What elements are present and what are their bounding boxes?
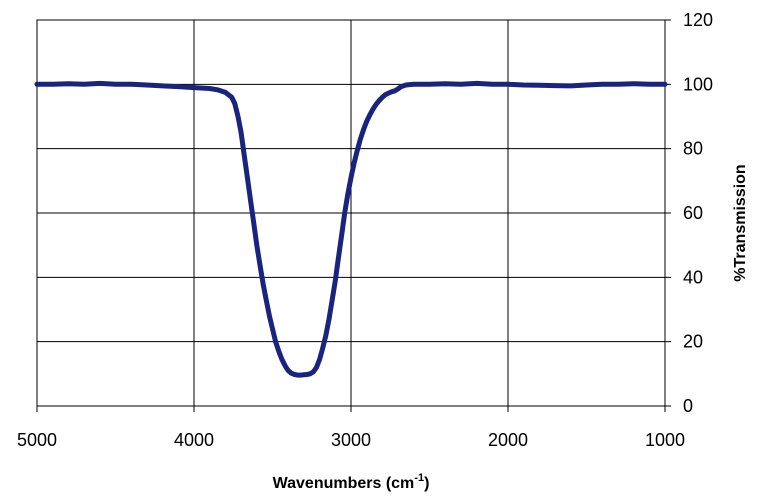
y-axis-ticks: 0 20 40 60 80 100 120	[665, 10, 713, 416]
y-tick-label: 0	[683, 396, 693, 416]
x-axis-title-tail: )	[424, 475, 429, 492]
x-tick-label: 3000	[331, 430, 371, 450]
x-axis-ticks: 5000 4000 3000 2000 1000	[17, 406, 685, 450]
x-tick-label: 1000	[645, 430, 685, 450]
y-tick-label: 60	[683, 203, 703, 223]
x-axis-title: Wavenumbers (cm-1)	[273, 472, 430, 492]
x-axis-title-main: Wavenumbers (cm	[273, 475, 415, 492]
y-tick-label: 120	[683, 10, 713, 30]
x-tick-label: 4000	[174, 430, 214, 450]
grid-lines	[36, 19, 666, 407]
y-axis-title: %Transmission	[732, 164, 749, 281]
y-tick-label: 100	[683, 74, 713, 94]
y-tick-label: 40	[683, 267, 703, 287]
y-tick-label: 20	[683, 332, 703, 352]
transmission-series-line	[34, 80, 668, 378]
x-tick-label: 5000	[17, 430, 57, 450]
x-axis-title-superscript: -1	[414, 472, 424, 484]
y-tick-label: 80	[683, 139, 703, 159]
x-tick-label: 2000	[488, 430, 528, 450]
